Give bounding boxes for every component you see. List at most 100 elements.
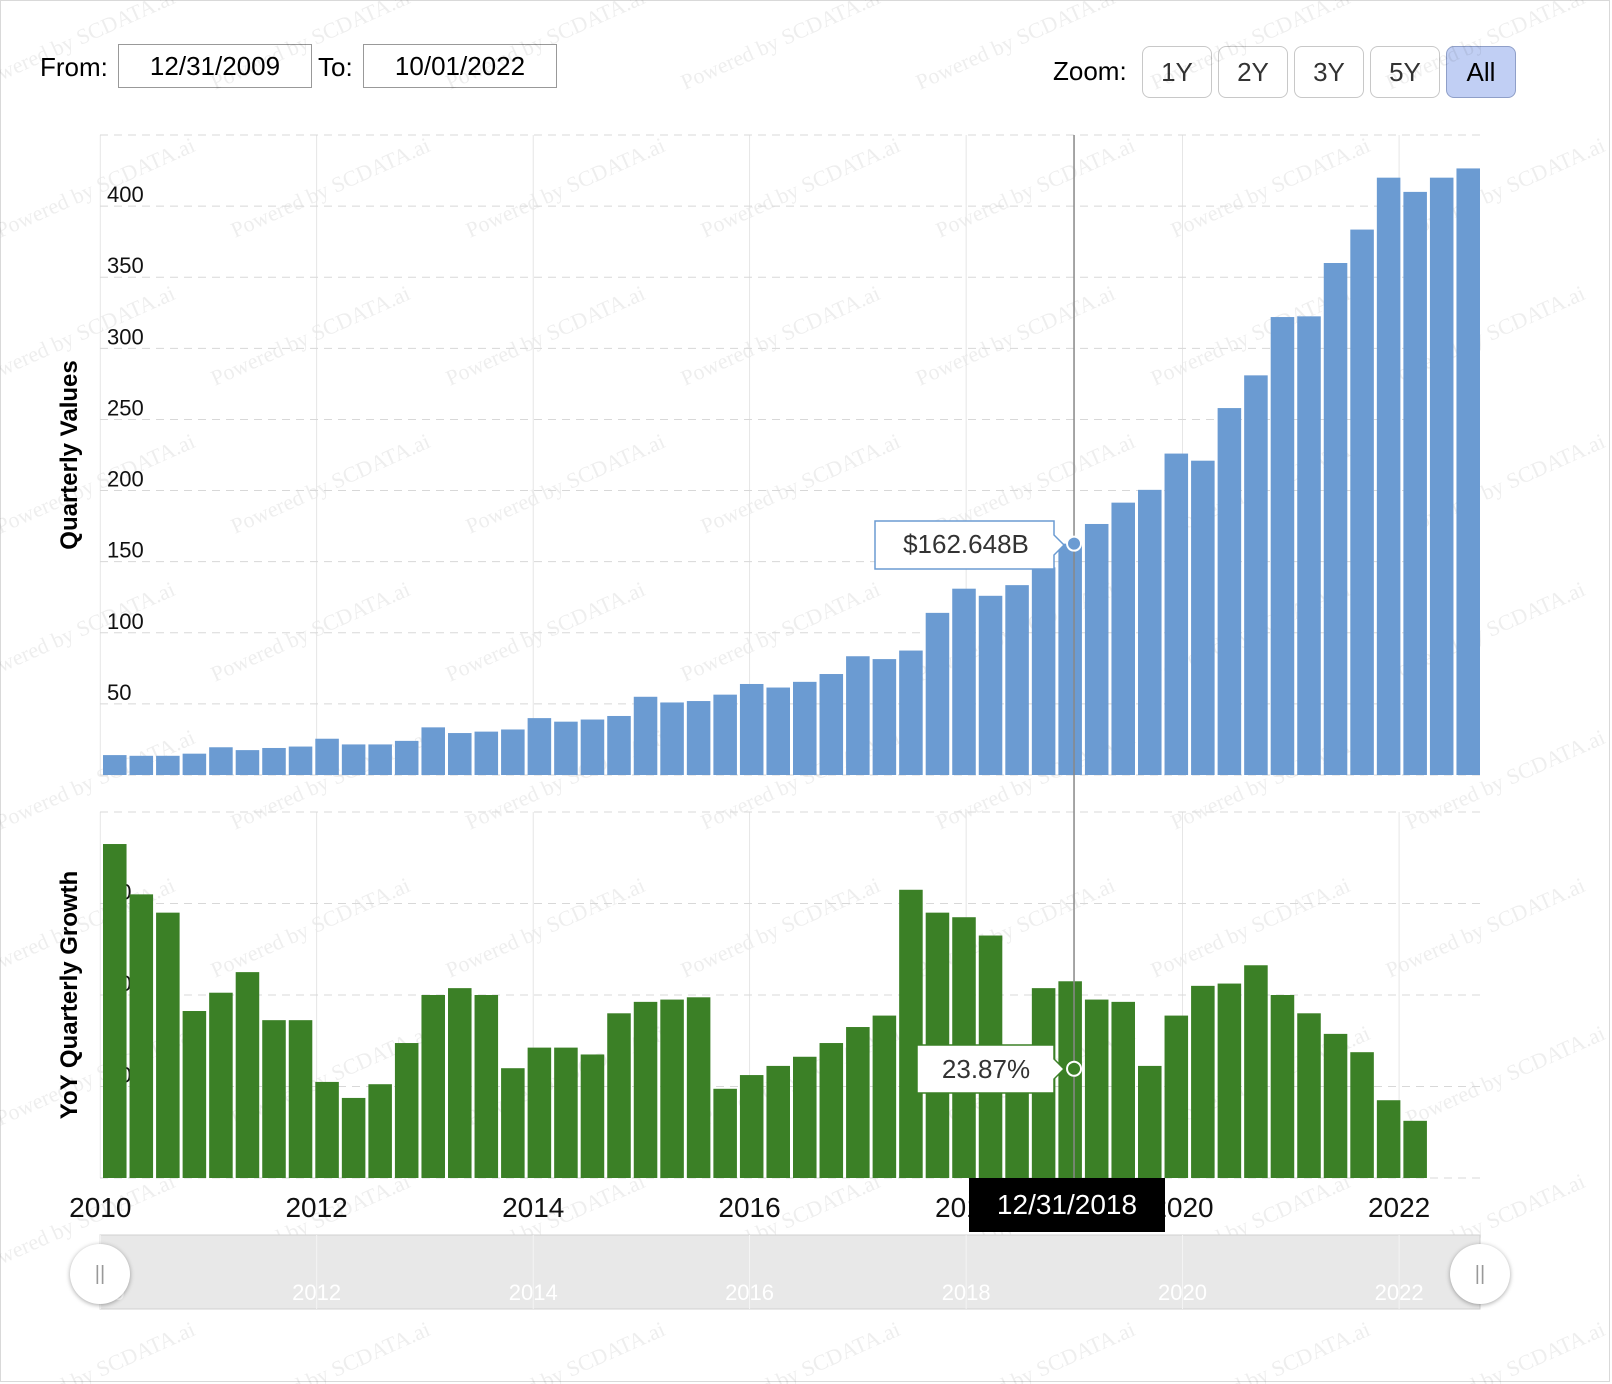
growth-bar xyxy=(315,1081,339,1178)
values-bar xyxy=(129,755,154,775)
crosshair-date-label: 12/31/2018 xyxy=(997,1189,1137,1220)
growth-bar xyxy=(448,988,472,1178)
watermark-text: Powered by SCDATA.ai xyxy=(1147,0,1354,95)
growth-bar xyxy=(1297,1013,1321,1178)
values-bar xyxy=(1429,177,1454,775)
values-tooltip-box xyxy=(874,520,1066,570)
navigator-tick-label: 2016 xyxy=(725,1280,774,1305)
values-bar xyxy=(607,715,631,775)
growth-bar xyxy=(394,1043,419,1178)
growth-bar xyxy=(1191,985,1215,1178)
growth-bar xyxy=(288,1020,313,1178)
watermark-text: Powered by SCDATA.ai xyxy=(932,132,1139,242)
watermark-text: Powered by SCDATA.ai xyxy=(697,132,904,242)
watermark-text: Powered by SCDATA.ai xyxy=(0,576,179,686)
watermark-text: Powered by SCDATA.ai xyxy=(462,132,669,242)
values-bar xyxy=(394,740,419,775)
growth-bar xyxy=(1270,995,1295,1178)
values-bar xyxy=(899,650,923,775)
values-bar xyxy=(1403,191,1427,775)
zoom-1y-button[interactable]: 1Y xyxy=(1142,46,1212,98)
values-bar xyxy=(368,744,392,775)
growth-bar xyxy=(739,1075,764,1178)
values-hover-marker xyxy=(1066,535,1083,552)
growth-bar xyxy=(1244,965,1268,1178)
values-bar xyxy=(262,747,286,775)
values-bar xyxy=(1244,375,1268,775)
watermark-text: Powered by SCDATA.ai xyxy=(1402,1316,1609,1384)
growth-bar xyxy=(1323,1033,1348,1178)
growth-bar xyxy=(580,1054,605,1178)
values-ytick-label: 300 xyxy=(107,324,144,349)
from-date-input[interactable]: 12/31/2009 xyxy=(118,44,312,88)
growth-bar xyxy=(1217,983,1242,1178)
from-label: From: xyxy=(40,52,108,82)
zoom-all-button[interactable]: All xyxy=(1446,46,1516,98)
values-bar xyxy=(182,753,207,775)
values-ytick-label: 350 xyxy=(107,253,144,278)
watermark-text: Powered by SCDATA.ai xyxy=(442,872,649,982)
values-bar xyxy=(1376,177,1401,775)
growth-bar xyxy=(1350,1052,1374,1178)
values-ytick-label: 100 xyxy=(107,609,144,634)
growth-bar xyxy=(474,995,499,1178)
growth-bar xyxy=(1111,1001,1135,1178)
to-label: To: xyxy=(318,52,353,82)
values-bar xyxy=(288,746,313,775)
values-tooltip-text: $162.648B xyxy=(903,529,1029,559)
growth-bar xyxy=(103,844,127,1178)
values-bar xyxy=(1111,502,1135,775)
watermark-text: Powered by SCDATA.ai xyxy=(462,1316,669,1384)
growth-bar xyxy=(501,1068,525,1178)
growth-bar xyxy=(713,1088,737,1178)
watermark-text: Powered by SCDATA.ai xyxy=(677,280,884,390)
watermark-text: Powered by SCDATA.ai xyxy=(0,0,179,95)
growth-bar xyxy=(527,1047,552,1178)
growth-bar xyxy=(1403,1120,1427,1178)
growth-bar xyxy=(262,1020,286,1178)
navigator-right-handle[interactable]: || xyxy=(1450,1244,1510,1304)
values-bar xyxy=(1456,168,1480,775)
values-bar xyxy=(819,674,844,775)
watermark-text: Powered by SCDATA.ai xyxy=(207,872,414,982)
growth-bar xyxy=(899,889,923,1178)
values-bar xyxy=(527,718,552,775)
growth-bar xyxy=(766,1065,790,1178)
xaxis-tick-label: 2022 xyxy=(1368,1192,1430,1223)
watermark-text: Powered by SCDATA.ai xyxy=(0,428,199,538)
watermark-text: Powered by SCDATA.ai xyxy=(1382,872,1589,982)
growth-bar xyxy=(1138,1065,1162,1178)
growth-bar xyxy=(421,995,445,1178)
growth-bar xyxy=(368,1084,392,1178)
watermark-text: Powered by SCDATA.ai xyxy=(207,0,414,95)
growth-bar xyxy=(235,972,260,1178)
watermark-text: Powered by SCDATA.ai xyxy=(462,428,669,538)
values-bar xyxy=(1297,316,1321,775)
values-bar xyxy=(713,694,737,775)
watermark-text: Powered by SCDATA.ai xyxy=(442,0,649,95)
growth-bar xyxy=(182,1011,207,1178)
navigator-left-handle[interactable]: || xyxy=(70,1244,130,1304)
growth-bar xyxy=(554,1047,578,1178)
to-date-input[interactable]: 10/01/2022 xyxy=(363,44,557,88)
growth-bar xyxy=(633,1001,658,1178)
watermark-text: Powered by SCDATA.ai xyxy=(677,0,884,95)
values-bar xyxy=(1005,585,1029,775)
navigator-background xyxy=(99,1234,1481,1310)
growth-bar xyxy=(607,1013,631,1178)
growth-bar xyxy=(793,1056,817,1178)
growth-bar xyxy=(686,997,711,1178)
values-ytick-label: 400 xyxy=(107,182,144,207)
xaxis-tick-label: 2010 xyxy=(69,1192,131,1223)
values-bar xyxy=(978,595,1003,775)
zoom-3y-button[interactable]: 3Y xyxy=(1294,46,1364,98)
zoom-5y-button[interactable]: 5Y xyxy=(1370,46,1440,98)
zoom-2y-button[interactable]: 2Y xyxy=(1218,46,1288,98)
values-bar xyxy=(448,733,472,775)
values-bar xyxy=(793,681,817,775)
values-bar xyxy=(660,702,684,775)
xaxis-tick-label: 2014 xyxy=(502,1192,564,1223)
values-bar xyxy=(501,729,525,775)
watermark-text: Powered by SCDATA.ai xyxy=(227,132,434,242)
navigator-tick-label: 2018 xyxy=(942,1280,991,1305)
